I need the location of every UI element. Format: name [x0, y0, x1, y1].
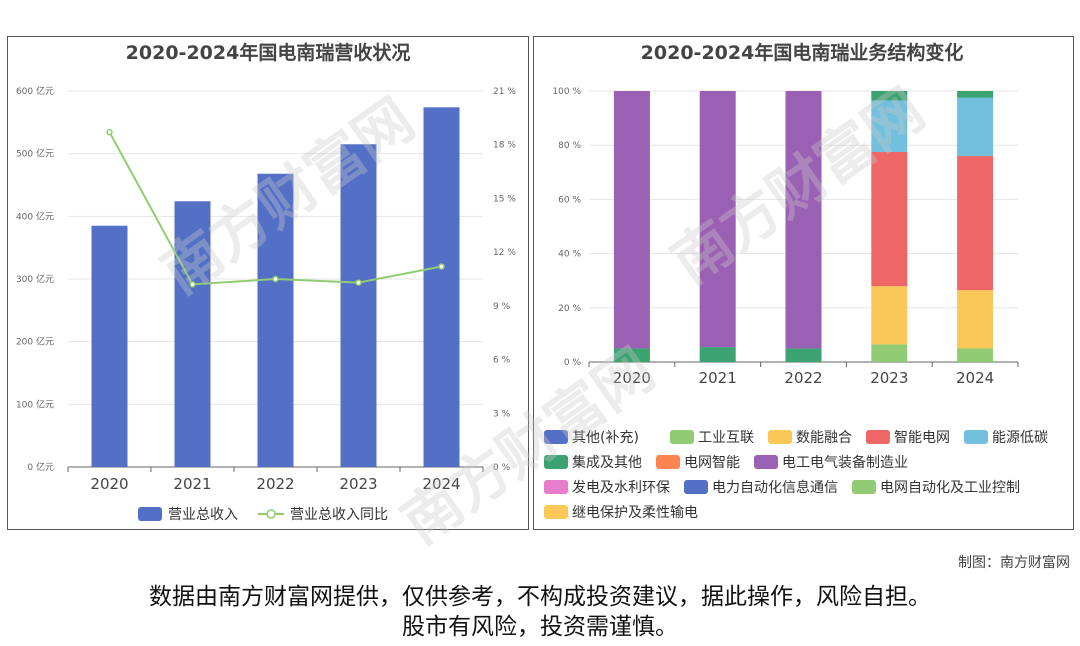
stack-segment — [613, 348, 650, 362]
x-axis-tick-label: 2024 — [422, 475, 460, 493]
legend-label: 工业互联 — [698, 430, 754, 446]
yoy-growth-point — [438, 263, 445, 270]
stack-segment — [871, 344, 908, 362]
y-axis-tick-label: 60 % — [558, 195, 581, 205]
yoy-growth-point — [189, 281, 196, 288]
chart-title: 2020-2024年国电南瑞营收状况 — [126, 41, 411, 64]
legend-label: 其他(补充) — [572, 430, 639, 446]
legend-label: 电工电气装备制造业 — [782, 454, 908, 471]
left-axis-tick-label: 100 亿元 — [16, 398, 54, 410]
revenue-bar — [174, 201, 211, 467]
stack-segment — [785, 348, 822, 362]
y-axis-tick-label: 80 % — [558, 141, 581, 151]
stack-segment — [613, 91, 650, 349]
revenue-bar — [423, 107, 460, 467]
legend-swatch — [544, 430, 568, 444]
stack-segment — [871, 286, 908, 345]
stack-segment — [785, 91, 822, 349]
disclaimer-line-2: 股市有风险，投资需谨慎。 — [402, 614, 678, 640]
legend-swatch — [684, 480, 708, 494]
legend-label: 智能电网 — [894, 430, 950, 446]
legend-swatch — [544, 505, 568, 519]
right-axis-tick-label: 6 % — [493, 356, 511, 366]
legend-swatch — [656, 455, 680, 469]
stack-segment — [871, 151, 908, 287]
legend-label: 电力自动化信息通信 — [712, 479, 838, 496]
left-axis-tick-label: 500 亿元 — [16, 148, 54, 160]
x-axis-tick-label: 2021 — [173, 475, 211, 493]
y-axis-tick-label: 100 % — [552, 87, 581, 97]
right-axis-tick-label: 12 % — [493, 248, 516, 258]
x-axis-tick-label: 2023 — [870, 369, 908, 387]
stack-segment — [699, 347, 736, 362]
x-axis-tick-label: 2021 — [699, 369, 737, 387]
revenue-bar — [340, 144, 377, 467]
legend-label: 集成及其他 — [572, 454, 642, 471]
legend-swatch — [544, 480, 568, 494]
x-axis-tick-label: 2023 — [339, 475, 377, 493]
legend-swatch — [866, 430, 890, 444]
stack-segment — [871, 91, 908, 101]
right-axis-tick-label: 15 % — [493, 194, 516, 204]
legend-label: 发电及水利环保 — [572, 480, 670, 496]
right-axis-tick-label: 3 % — [493, 409, 511, 419]
y-axis-tick-label: 0 % — [564, 358, 582, 368]
legend-swatch — [964, 430, 988, 444]
legend-swatch — [768, 430, 792, 444]
legend-swatch — [754, 455, 778, 469]
legend-swatch — [670, 430, 694, 444]
stack-segment — [957, 156, 994, 291]
left-axis-tick-label: 200 亿元 — [16, 336, 54, 348]
chart-title: 2020-2024年国电南瑞业务结构变化 — [641, 41, 964, 64]
revenue-bar — [91, 225, 128, 467]
legend-swatch — [852, 480, 876, 494]
chart-credit: 制图：南方财富网 — [958, 555, 1070, 571]
legend-swatch-revenue — [138, 507, 162, 521]
yoy-growth-point — [272, 275, 279, 283]
right-axis-tick-label: 18 % — [493, 141, 516, 151]
business-structure-chart-panel: 2020-2024年国电南瑞业务结构变化 0 % 20 % 40 % 60 % 80 % 1… — [533, 36, 1074, 530]
x-axis-tick-label: 2020 — [613, 369, 651, 387]
left-axis-tick-label: 0 亿元 — [27, 461, 54, 473]
right-axis-tick-label: 0 % — [493, 463, 511, 473]
revenue-bar — [257, 173, 294, 467]
legend-label: 电网智能 — [684, 455, 740, 471]
y-axis-tick-label: 20 % — [558, 304, 581, 314]
revenue-chart: 2020-2024年国电南瑞营收状况 0 亿元 100 亿元 200 亿元 300 亿元… — [16, 41, 516, 523]
right-axis-tick-label: 21 % — [493, 87, 516, 97]
stack-segment — [957, 91, 994, 98]
stack-segment — [957, 348, 994, 362]
stack-segment — [957, 97, 994, 157]
legend-label: 数能融合 — [796, 430, 852, 446]
stack-segment — [699, 91, 736, 348]
left-axis-tick-label: 400 亿元 — [16, 210, 54, 222]
legend-label: 营业总收入 — [168, 507, 238, 523]
business-structure-chart: 2020-2024年国电南瑞业务结构变化 0 % 20 % 40 % 60 % 80 % 1… — [544, 41, 1048, 521]
y-axis-tick-label: 40 % — [558, 250, 581, 260]
stack-segment — [871, 100, 908, 152]
legend-label: 营业总收入同比 — [290, 507, 388, 523]
right-axis-tick-label: 9 % — [493, 302, 511, 312]
revenue-chart-panel: 2020-2024年国电南瑞营收状况 0 亿元 100 亿元 200 亿元 300 亿元… — [7, 36, 529, 530]
left-axis-tick-label: 300 亿元 — [16, 273, 54, 285]
stack-segment — [957, 290, 994, 349]
yoy-growth-point — [106, 128, 113, 136]
yoy-growth-point — [355, 279, 362, 286]
legend-label: 电网自动化及工业控制 — [880, 480, 1020, 496]
legend-swatch — [544, 455, 568, 469]
x-axis-tick-label: 2024 — [956, 369, 994, 387]
disclaimer-line-1: 数据由南方财富网提供，仅供参考，不构成投资建议，据此操作，风险自担。 — [149, 584, 931, 610]
legend-swatch-yoy-marker — [266, 509, 276, 519]
left-axis-tick-label: 600 亿元 — [16, 85, 54, 97]
x-axis-tick-label: 2022 — [256, 475, 294, 493]
legend-label: 继电保护及柔性输电 — [572, 505, 698, 521]
x-axis-tick-label: 2020 — [90, 475, 128, 493]
x-axis-tick-label: 2022 — [784, 369, 822, 387]
legend-label: 能源低碳 — [992, 430, 1048, 446]
